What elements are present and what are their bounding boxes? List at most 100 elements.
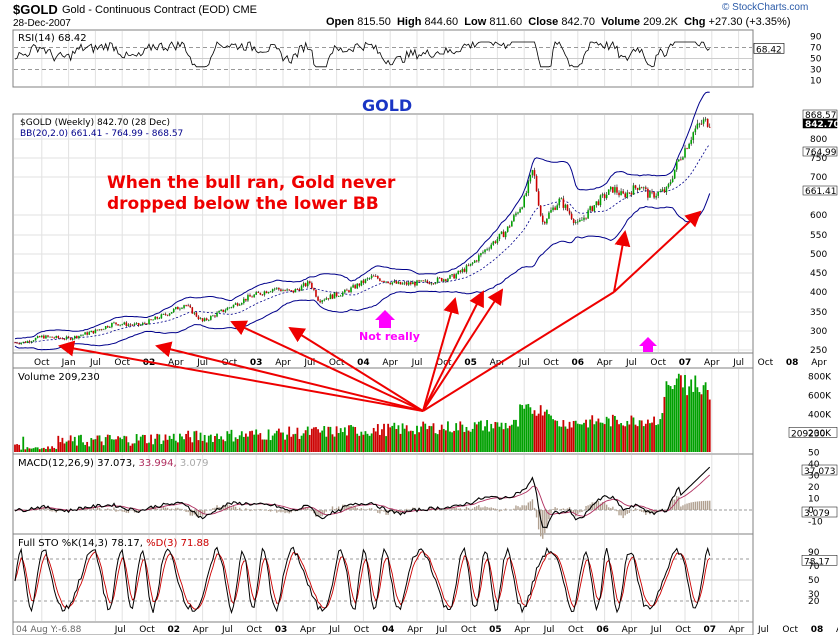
macd-histogram-bar: [195, 510, 198, 517]
candle-body: [428, 282, 431, 285]
volume-bar: [137, 440, 140, 452]
macd-histogram-bar: [236, 509, 239, 510]
volume-bar: [477, 421, 480, 452]
candle-body: [203, 318, 206, 322]
volume-bar: [614, 415, 616, 452]
macd-histogram-bar: [554, 507, 556, 510]
volume-bar: [71, 441, 74, 452]
rsi-tick: 70: [810, 44, 822, 54]
macd-histogram-bar: [465, 506, 468, 510]
macd-histogram-bar: [170, 508, 173, 510]
candle-body: [554, 207, 556, 210]
candle-body: [38, 336, 41, 338]
candle-body: [179, 308, 181, 310]
volume-bar: [628, 424, 631, 452]
volume-bar: [550, 415, 552, 452]
macd-histogram-bar: [247, 509, 249, 510]
candle-body: [414, 282, 416, 286]
volume-bar: [220, 436, 223, 452]
macd-histogram-bar: [346, 505, 348, 510]
candle-body: [558, 198, 561, 206]
candle-body: [698, 123, 701, 125]
candle-body: [346, 289, 348, 291]
candle-body: [73, 335, 76, 339]
volume-bar: [98, 435, 101, 452]
macd-histogram-bar: [451, 508, 453, 510]
coord-readout: 04 Aug Y:-6.88: [16, 625, 82, 635]
macd-histogram-bar: [230, 507, 233, 510]
macd-histogram-bar: [317, 510, 319, 517]
volume-bar: [529, 407, 532, 452]
macd-histogram-bar: [698, 501, 701, 510]
volume-bar: [335, 426, 338, 452]
candle-body: [100, 329, 103, 331]
macd-histogram-bar: [249, 510, 251, 512]
volume-legend: Volume 209,230: [18, 372, 100, 383]
macd-histogram-bar: [218, 507, 220, 510]
volume-bar: [146, 443, 148, 452]
volume-bar: [372, 427, 375, 452]
volume-bar: [636, 426, 639, 452]
macd-histogram-bar: [356, 507, 358, 510]
volume-bar: [659, 419, 662, 452]
volume-plot: [14, 373, 838, 452]
candle-body: [49, 336, 51, 338]
price-value-box: [802, 118, 838, 129]
x-axis-label: Oct: [758, 358, 774, 368]
candle-body: [84, 332, 86, 335]
macd-histogram-bar: [288, 510, 290, 514]
volume-bar: [40, 448, 43, 452]
volume-bar: [115, 439, 117, 452]
candle-body: [350, 287, 352, 293]
volume-bar: [512, 419, 515, 452]
candle-body: [645, 187, 647, 189]
volume-bar: [370, 433, 373, 452]
volume-bar: [673, 385, 676, 452]
candle-body: [224, 310, 227, 312]
candle-body: [496, 239, 499, 243]
volume-bar: [562, 420, 565, 452]
macd-histogram-bar: [515, 505, 517, 510]
candle-body: [269, 291, 272, 293]
volume-bar: [471, 428, 474, 452]
macd-histogram-bar: [292, 510, 295, 511]
macd-histogram-bar: [529, 501, 532, 510]
bottom-x-axis-label: Oct: [246, 625, 262, 635]
candle-body: [325, 298, 328, 300]
candle-body: [234, 303, 237, 305]
candle-body: [591, 206, 594, 212]
volume-bar: [259, 433, 262, 452]
candle-body: [539, 205, 542, 216]
volume-bar: [212, 441, 214, 452]
candle-body: [329, 294, 332, 300]
candle-body: [502, 231, 505, 238]
not-really-label: Not really: [359, 330, 420, 343]
macd-histogram-bar: [333, 509, 336, 510]
volume-bar: [508, 425, 511, 452]
macd-histogram-bar: [560, 508, 563, 510]
candle-body: [34, 338, 37, 341]
candle-body: [214, 315, 216, 317]
annotation-arrows: [58, 210, 702, 412]
volume-bar: [238, 435, 241, 452]
candle-body: [137, 322, 140, 326]
volume-bar: [696, 387, 699, 452]
volume-bar: [341, 432, 344, 452]
candle-body: [232, 304, 235, 308]
candle-body: [424, 280, 427, 282]
candle-body: [445, 279, 447, 282]
annotation-arrow: [288, 326, 424, 412]
bottom-x-axis-label: Apr: [407, 625, 423, 635]
volume-bar: [675, 378, 678, 452]
macd-histogram-bar: [280, 510, 282, 513]
candle-body: [121, 324, 123, 326]
macd-tick: 0: [808, 506, 814, 516]
macd-histogram-bar: [643, 510, 645, 513]
macd-histogram-bar: [641, 510, 643, 512]
candle-body: [226, 307, 229, 311]
candle-body: [531, 170, 534, 175]
candle-body: [682, 157, 684, 160]
candle-body: [106, 326, 109, 328]
macd-tick: 30: [808, 472, 820, 482]
candle-body: [292, 290, 295, 293]
